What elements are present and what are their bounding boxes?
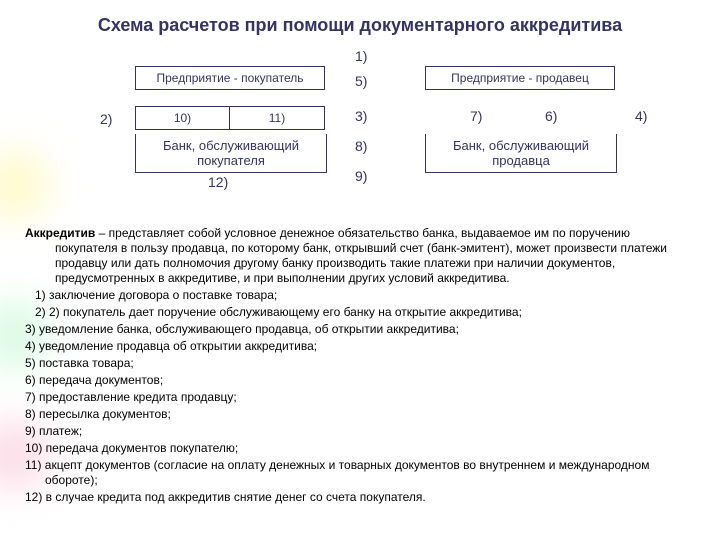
num-8: 8) <box>355 138 367 154</box>
box-10-11: 10) 11) <box>135 106 325 130</box>
num-4: 4) <box>635 108 647 124</box>
num-12: 12) <box>208 174 228 190</box>
text-body: Аккредитив – представляет собой условное… <box>25 226 695 505</box>
num-2: 2) <box>100 111 112 127</box>
item-8: 8) пересылка документов; <box>25 407 695 422</box>
num-6: 6) <box>545 108 557 124</box>
box-seller: Предприятие - продавец <box>425 66 615 90</box>
num-7: 7) <box>470 108 482 124</box>
item-5: 5) поставка товара; <box>25 356 695 371</box>
box-bank-seller: Банк, обслуживающий продавца <box>425 134 617 173</box>
box-bank-buyer: Банк, обслуживающий покупателя <box>135 134 327 173</box>
item-11: 11) акцепт документов (согласие на оплат… <box>25 458 695 488</box>
lead-para: Аккредитив – представляет собой условное… <box>25 226 695 286</box>
box-buyer: Предприятие - покупатель <box>135 66 325 90</box>
item-3: 3) уведомление банка, обслуживающего про… <box>25 322 695 337</box>
item-4: 4) уведомление продавца об открытии аккр… <box>25 339 695 354</box>
diagram: Предприятие - покупатель Предприятие - п… <box>25 46 695 216</box>
page-title: Схема расчетов при помощи документарного… <box>25 15 695 36</box>
sub-11: 11) <box>230 107 324 129</box>
lead-term: Аккредитив <box>25 226 95 240</box>
item-9: 9) платеж; <box>25 424 695 439</box>
item-7: 7) предоставление кредита продавцу; <box>25 390 695 405</box>
sub-10: 10) <box>136 107 230 129</box>
num-9: 9) <box>355 168 367 184</box>
num-5: 5) <box>355 73 367 89</box>
item-2: 2) 2) покупатель дает поручение обслужив… <box>25 305 695 320</box>
item-12: 12) в случае кредита под аккредитив снят… <box>25 490 695 505</box>
num-3: 3) <box>355 108 367 124</box>
item-6: 6) передача документов; <box>25 373 695 388</box>
item-1: 1) заключение договора о поставке товара… <box>25 288 695 303</box>
item-10: 10) передача документов покупателю; <box>25 441 695 456</box>
num-1: 1) <box>355 48 367 64</box>
lead-def: – представляет собой условное денежное о… <box>55 226 667 285</box>
